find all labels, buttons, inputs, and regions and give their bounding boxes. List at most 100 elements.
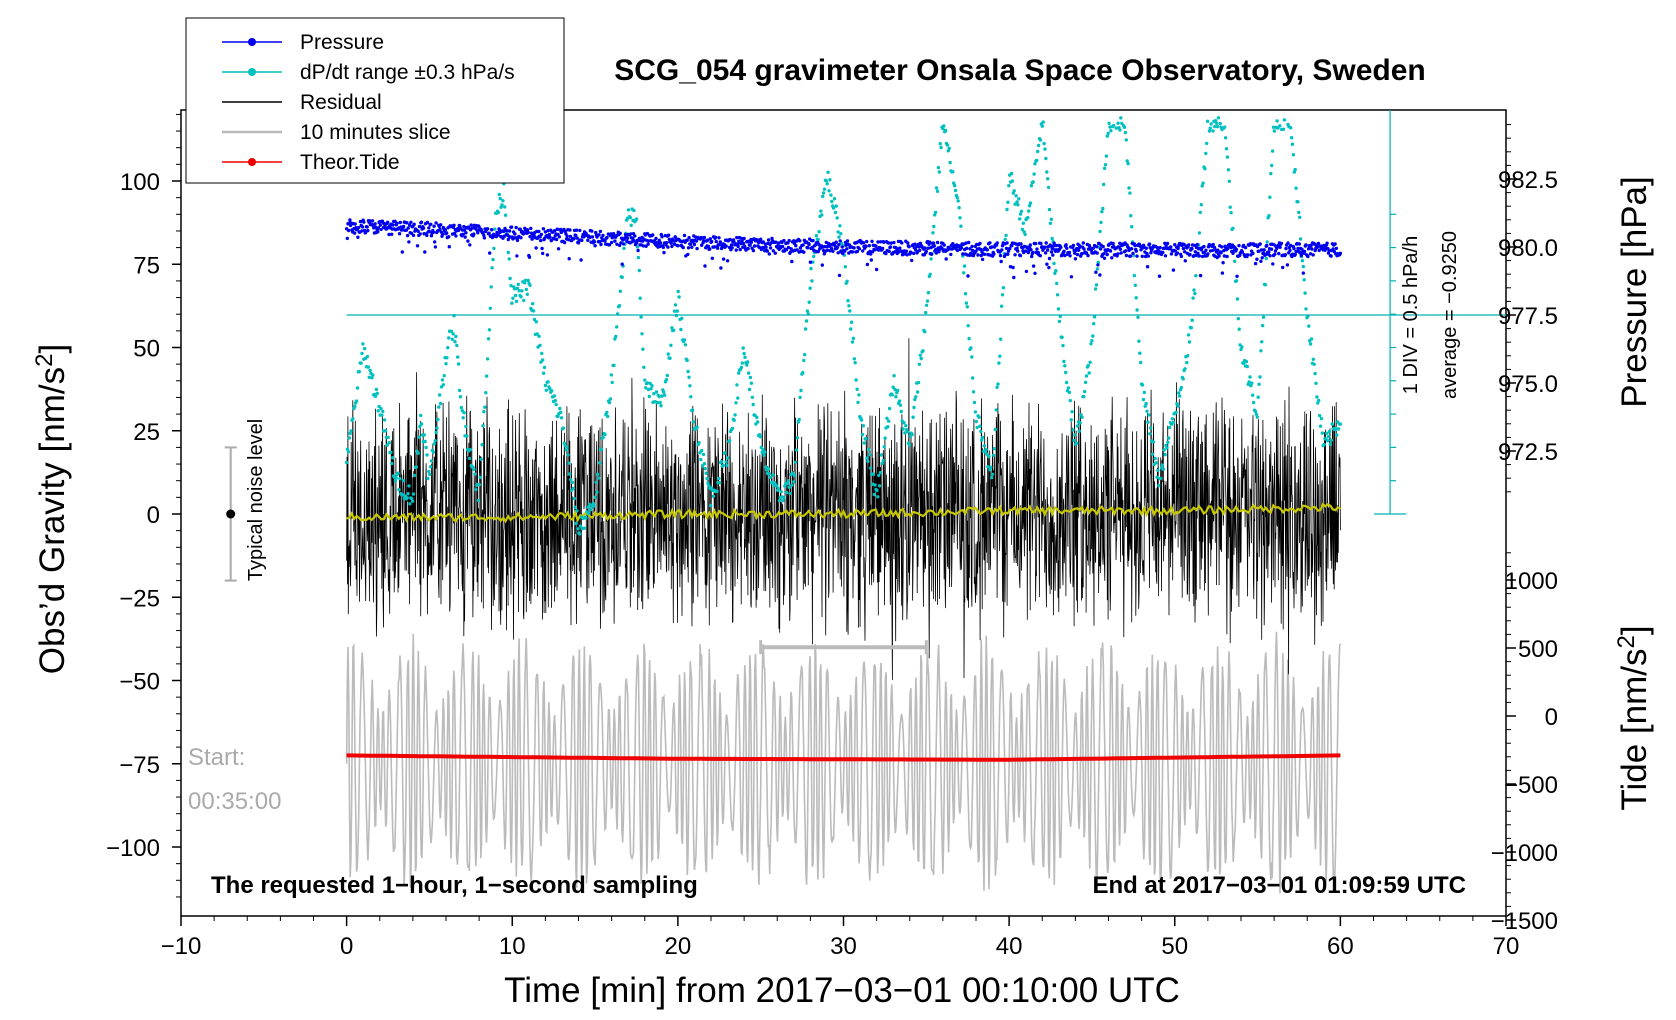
pressure-point: [964, 241, 968, 245]
pressure-point: [1031, 250, 1035, 255]
dpdt-point: [917, 362, 922, 366]
dpdt-point: [926, 291, 931, 295]
dpdt-point: [1225, 155, 1230, 159]
legend: Pressure dP/dt range ±0.3 hPa/s Residual 10…: [185, 17, 565, 184]
pressure-point: [728, 237, 732, 242]
pressure-point: [541, 227, 546, 231]
dpdt-point: [1050, 236, 1054, 241]
dpdt-point: [374, 387, 379, 392]
dpdt-point: [672, 328, 676, 332]
pressure-point: [1316, 241, 1321, 246]
dpdt-point: [843, 265, 847, 269]
dpdt-point: [1064, 370, 1068, 375]
pressure-point: [1064, 243, 1068, 247]
dpdt-point: [401, 479, 406, 483]
dpdt-point: [644, 386, 648, 390]
pressure-point: [880, 246, 885, 251]
dpdt-point: [596, 472, 600, 476]
pressure-point: [1157, 274, 1162, 278]
dpdt-point: [348, 431, 352, 436]
pressure-point: [646, 242, 650, 246]
dpdt-point: [929, 257, 933, 261]
dpdt-point: [1185, 360, 1189, 365]
dpdt-point: [355, 386, 360, 390]
dpdt-point: [1000, 293, 1005, 297]
pressure-point: [1301, 271, 1306, 275]
dpdt-point: [1036, 149, 1040, 154]
dpdt-point: [1036, 143, 1041, 148]
dpdt-point: [872, 492, 876, 497]
tide-tick-label: −1000: [1491, 840, 1558, 867]
pressure-point: [549, 238, 553, 243]
pressure-point: [554, 237, 559, 242]
pressure-point: [764, 245, 768, 249]
dpdt-point: [1294, 186, 1298, 190]
dpdt-point: [515, 286, 520, 290]
pressure-point: [1329, 254, 1333, 258]
pressure-point: [568, 234, 573, 239]
pressure-point: [1226, 246, 1230, 251]
pressure-point: [706, 238, 710, 242]
pressure-point: [1253, 261, 1258, 266]
dpdt-point: [1315, 395, 1319, 399]
x-axis-label: Time [min] from 2017−03−01 00:10:00 UTC: [504, 971, 1180, 1010]
pressure-point: [1163, 254, 1168, 258]
dpdt-point: [669, 343, 673, 347]
dpdt-point: [655, 401, 660, 405]
dpdt-point: [522, 298, 526, 303]
dpdt-point: [1218, 121, 1222, 126]
pressure-point: [376, 226, 381, 230]
dpdt-point: [1109, 129, 1113, 133]
dpdt-point: [1179, 385, 1184, 390]
dpdt-point: [650, 384, 654, 388]
dpdt-point: [1271, 125, 1276, 129]
dpdt-point: [666, 352, 670, 356]
dpdt-point: [848, 309, 852, 313]
dpdt-point: [383, 429, 388, 433]
pressure-point: [431, 230, 436, 234]
dpdt-point: [1119, 116, 1123, 120]
dpdt-point: [636, 255, 641, 260]
pressure-point: [519, 236, 523, 240]
dpdt-point: [1187, 340, 1192, 344]
dpdt-point: [1228, 205, 1232, 209]
dpdt-point: [391, 456, 395, 460]
dpdt-point: [639, 315, 643, 319]
x-tick-label: 10: [499, 933, 526, 960]
dpdt-point: [1209, 122, 1213, 126]
dpdt-point: [1027, 204, 1032, 208]
dpdt-point: [594, 480, 598, 485]
dpdt-point: [866, 459, 870, 463]
pressure-point: [534, 246, 538, 250]
pressure-point: [982, 252, 987, 256]
dpdt-point: [1336, 427, 1341, 431]
dpdt-point: [489, 285, 493, 289]
dpdt-point: [715, 489, 719, 493]
dpdt-point: [1056, 307, 1061, 311]
pressure-point: [1216, 248, 1220, 252]
dpdt-point: [717, 476, 721, 481]
dpdt-point: [476, 498, 481, 503]
pressure-point: [496, 233, 500, 237]
dpdt-point: [1270, 163, 1274, 168]
pressure-point: [1050, 246, 1054, 251]
dpdt-point: [1265, 240, 1269, 244]
pressure-point: [658, 241, 663, 245]
pressure-point: [525, 228, 530, 232]
pressure-point: [735, 242, 740, 246]
dpdt-point: [826, 170, 830, 174]
dpdt-point: [903, 431, 907, 435]
dpdt-point: [1161, 467, 1166, 471]
residual-series: [346, 338, 1341, 680]
pressure-point: [590, 229, 594, 233]
pressure-point: [961, 252, 965, 256]
dpdt-point: [414, 465, 418, 469]
pressure-point: [593, 244, 597, 248]
dpdt-point: [1183, 367, 1187, 371]
pressure-point: [1268, 254, 1272, 258]
pressure-point: [1262, 248, 1266, 252]
dpdt-point: [608, 397, 613, 401]
dpdt-point: [1328, 442, 1333, 446]
dpdt-point: [904, 424, 908, 428]
dpdt-point: [642, 365, 646, 369]
